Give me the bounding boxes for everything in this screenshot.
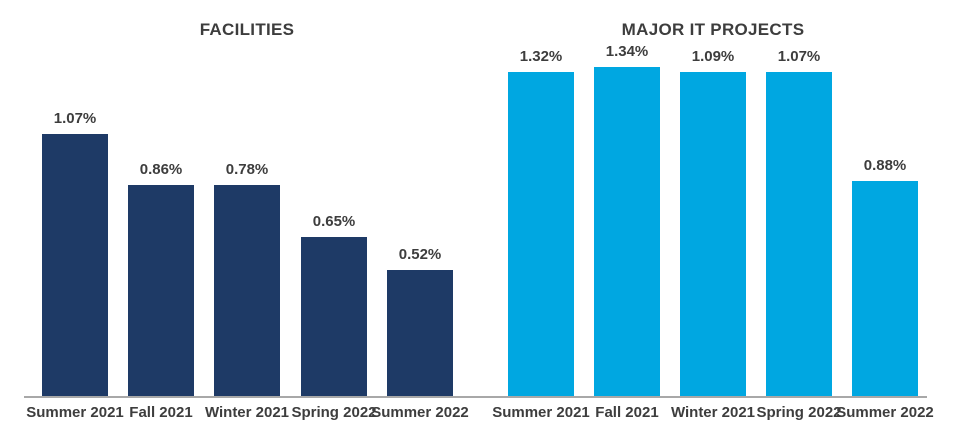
bar-spring-2022 <box>301 237 367 397</box>
value-label-winter-2021: 1.09% <box>691 48 735 65</box>
category-label-fall-2021: Fall 2021 <box>595 404 659 421</box>
category-label-summer-2022: Summer 2022 <box>371 404 469 421</box>
bar-fall-2021 <box>128 185 194 397</box>
value-label-summer-2022: 0.88% <box>863 157 907 174</box>
value-label-summer-2022: 0.52% <box>398 246 442 263</box>
bar-winter-2021 <box>680 72 746 397</box>
chart-title-facilities: FACILITIES <box>199 20 295 39</box>
value-label-spring-2022: 1.07% <box>777 48 821 65</box>
value-label-winter-2021: 0.78% <box>225 161 269 178</box>
bar-summer-2022 <box>852 181 918 397</box>
x-axis-line <box>24 396 927 398</box>
bar-summer-2022 <box>387 270 453 397</box>
value-label-summer-2021: 1.07% <box>53 110 97 127</box>
bar-summer-2021 <box>508 72 574 397</box>
category-label-summer-2022: Summer 2022 <box>836 404 934 421</box>
bar-winter-2021 <box>214 185 280 397</box>
category-label-summer-2021: Summer 2021 <box>26 404 124 421</box>
category-label-winter-2021: Winter 2021 <box>204 404 290 421</box>
value-label-fall-2021: 0.86% <box>139 161 183 178</box>
bar-fall-2021 <box>594 67 660 397</box>
chart-title-major-it-projects: MAJOR IT PROJECTS <box>621 20 805 39</box>
category-label-fall-2021: Fall 2021 <box>129 404 193 421</box>
category-label-spring-2022: Spring 2022 <box>291 404 377 421</box>
value-label-summer-2021: 1.32% <box>519 48 563 65</box>
category-label-summer-2021: Summer 2021 <box>492 404 590 421</box>
bar-spring-2022 <box>766 72 832 397</box>
value-label-spring-2022: 0.65% <box>312 213 356 230</box>
category-label-spring-2022: Spring 2022 <box>756 404 842 421</box>
value-label-fall-2021: 1.34% <box>605 43 649 60</box>
bar-summer-2021 <box>42 134 108 397</box>
category-label-winter-2021: Winter 2021 <box>670 404 756 421</box>
